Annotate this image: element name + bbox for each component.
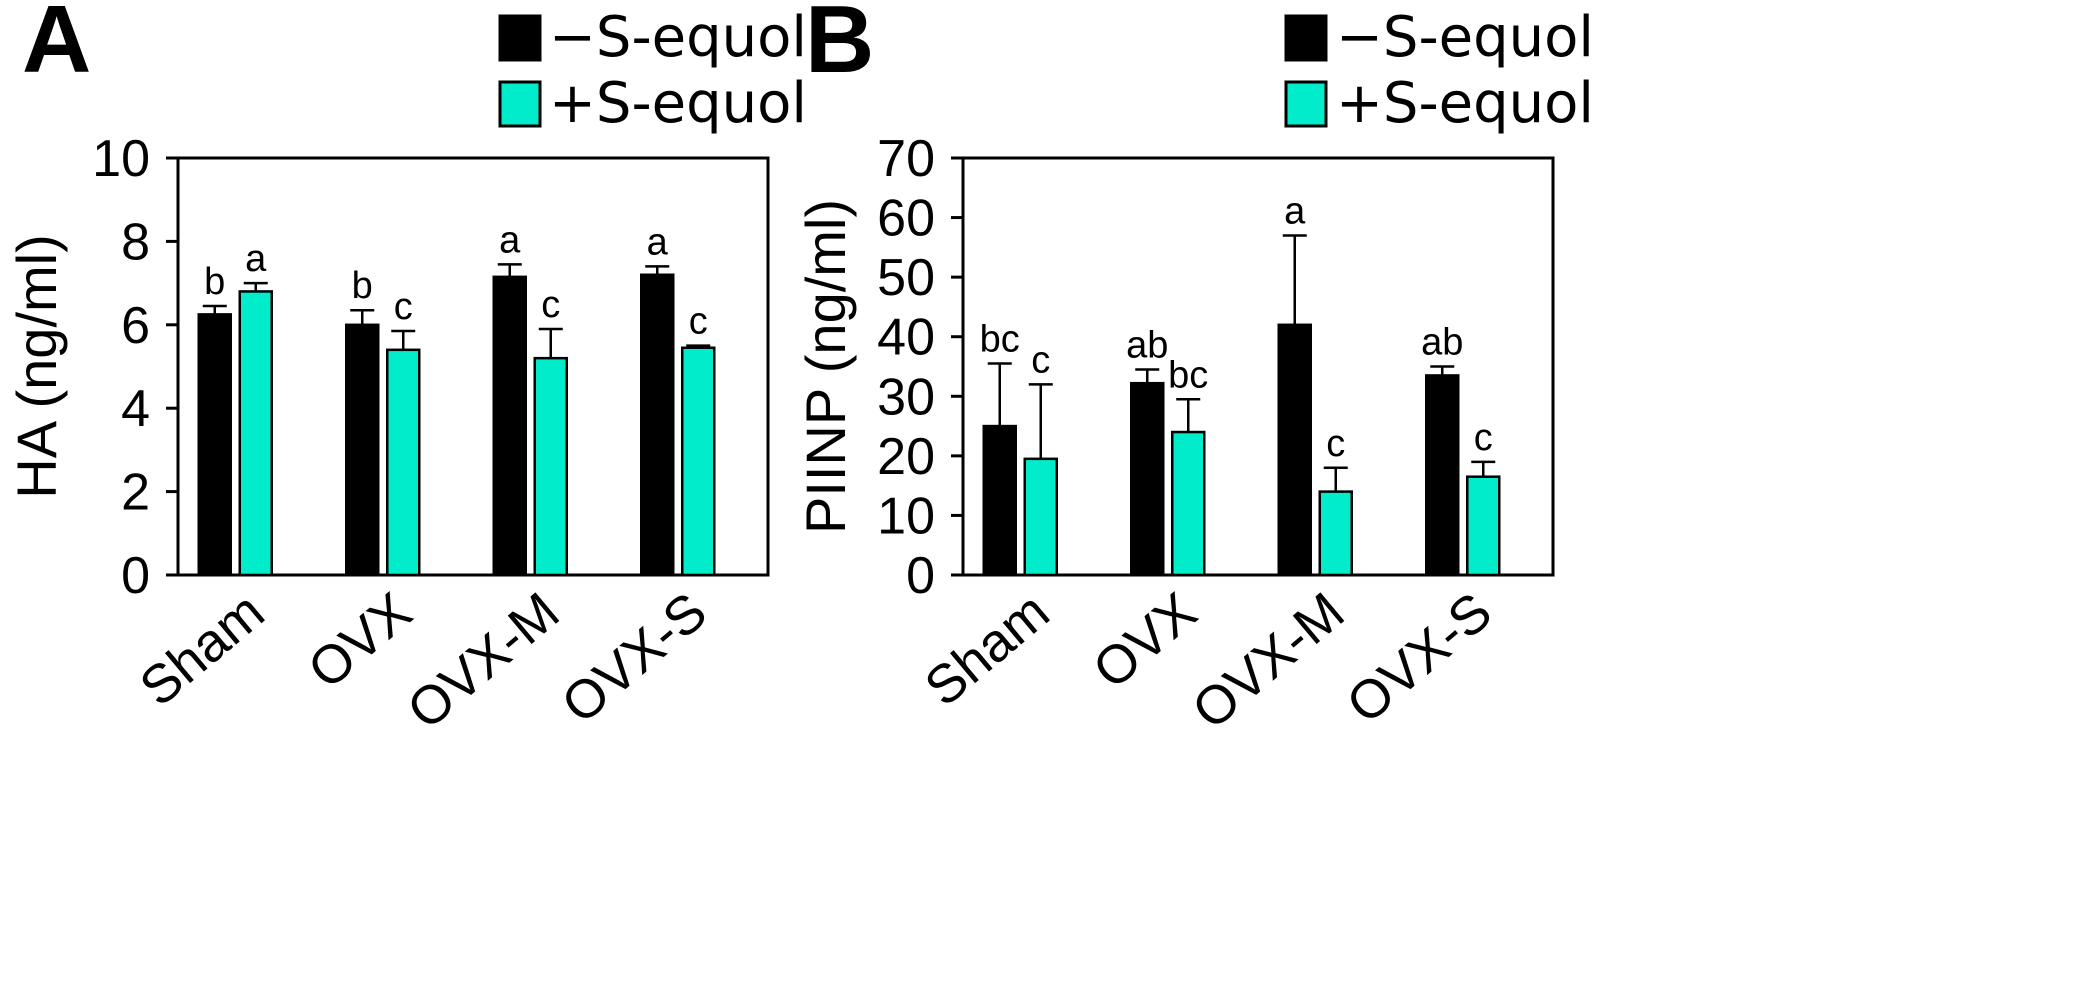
bar-minus-ovx-s bbox=[1425, 374, 1460, 577]
plot-frame bbox=[961, 156, 1555, 577]
significance-label: c bbox=[689, 301, 708, 343]
y-tick-label: 50 bbox=[877, 249, 935, 307]
y-tick-label: 0 bbox=[121, 547, 150, 605]
significance-label: b bbox=[352, 265, 373, 307]
bar-minus-ovx-m bbox=[1277, 323, 1312, 577]
legend-swatch-plus bbox=[498, 80, 542, 128]
significance-label: bc bbox=[1168, 354, 1208, 396]
significance-label: bc bbox=[980, 319, 1020, 361]
bar-minus-ovx bbox=[345, 323, 380, 577]
category-label: OVX-M bbox=[1181, 581, 1355, 741]
legend-swatch-plus bbox=[1284, 80, 1328, 128]
panel-letter: B bbox=[805, 0, 874, 93]
bar-plus-ovx bbox=[1171, 430, 1206, 577]
bar-plus-ovx-s bbox=[1466, 475, 1501, 577]
bar-minus-ovx bbox=[1130, 381, 1165, 577]
category-label: OVX bbox=[297, 581, 423, 700]
significance-label: ab bbox=[1126, 324, 1168, 366]
y-tick-label: 10 bbox=[877, 487, 935, 545]
y-tick-label: 40 bbox=[877, 309, 935, 367]
bar-plus-sham bbox=[1023, 457, 1058, 577]
bar-plus-ovx-m bbox=[1318, 490, 1353, 577]
significance-label: c bbox=[541, 284, 560, 326]
significance-label: b bbox=[204, 261, 225, 303]
bar-plus-ovx-s bbox=[681, 346, 716, 577]
y-axis-title: HA (ng/ml) bbox=[5, 234, 68, 499]
category-label: OVX bbox=[1082, 581, 1208, 700]
bar-minus-sham bbox=[197, 313, 232, 577]
significance-label: a bbox=[1284, 190, 1306, 232]
legend-swatch-minus bbox=[498, 14, 542, 62]
y-tick-label: 0 bbox=[906, 547, 935, 605]
y-tick-label: 60 bbox=[877, 190, 935, 248]
category-label: Sham bbox=[914, 581, 1061, 718]
bar-minus-sham bbox=[982, 424, 1017, 577]
y-tick-label: 4 bbox=[121, 380, 150, 438]
category-label: OVX-S bbox=[1336, 581, 1503, 735]
significance-label: c bbox=[1474, 417, 1493, 459]
bar-minus-ovx-m bbox=[492, 275, 527, 577]
bar-plus-sham bbox=[238, 290, 273, 577]
plot-frame bbox=[176, 156, 770, 577]
category-label: Sham bbox=[129, 581, 276, 718]
legend-label: −S-equol bbox=[549, 5, 807, 70]
bar-plus-ovx bbox=[386, 348, 421, 577]
y-tick-label: 30 bbox=[877, 368, 935, 426]
category-label: OVX-M bbox=[396, 581, 570, 741]
panel-letter: A bbox=[22, 0, 91, 93]
y-tick-label: 10 bbox=[92, 130, 150, 188]
y-tick-label: 20 bbox=[877, 428, 935, 486]
significance-label: a bbox=[499, 219, 521, 261]
bar-minus-ovx-s bbox=[640, 273, 675, 577]
y-tick-label: 6 bbox=[121, 297, 150, 355]
significance-label: c bbox=[394, 286, 413, 328]
significance-label: c bbox=[1326, 423, 1345, 465]
significance-label: a bbox=[245, 238, 267, 280]
legend-swatch-minus bbox=[1284, 14, 1328, 62]
significance-label: a bbox=[647, 221, 669, 263]
legend-label: +S-equol bbox=[1336, 71, 1594, 136]
y-axis-title: PIINP (ng/ml) bbox=[794, 199, 857, 534]
legend-label: +S-equol bbox=[549, 71, 807, 136]
category-label: OVX-S bbox=[551, 581, 718, 735]
legend-label: −S-equol bbox=[1336, 5, 1594, 70]
y-tick-label: 8 bbox=[121, 213, 150, 271]
significance-label: ab bbox=[1421, 322, 1463, 364]
y-tick-label: 70 bbox=[877, 130, 935, 188]
y-tick-label: 2 bbox=[121, 464, 150, 522]
significance-label: c bbox=[1031, 339, 1050, 381]
bar-plus-ovx-m bbox=[533, 356, 568, 577]
